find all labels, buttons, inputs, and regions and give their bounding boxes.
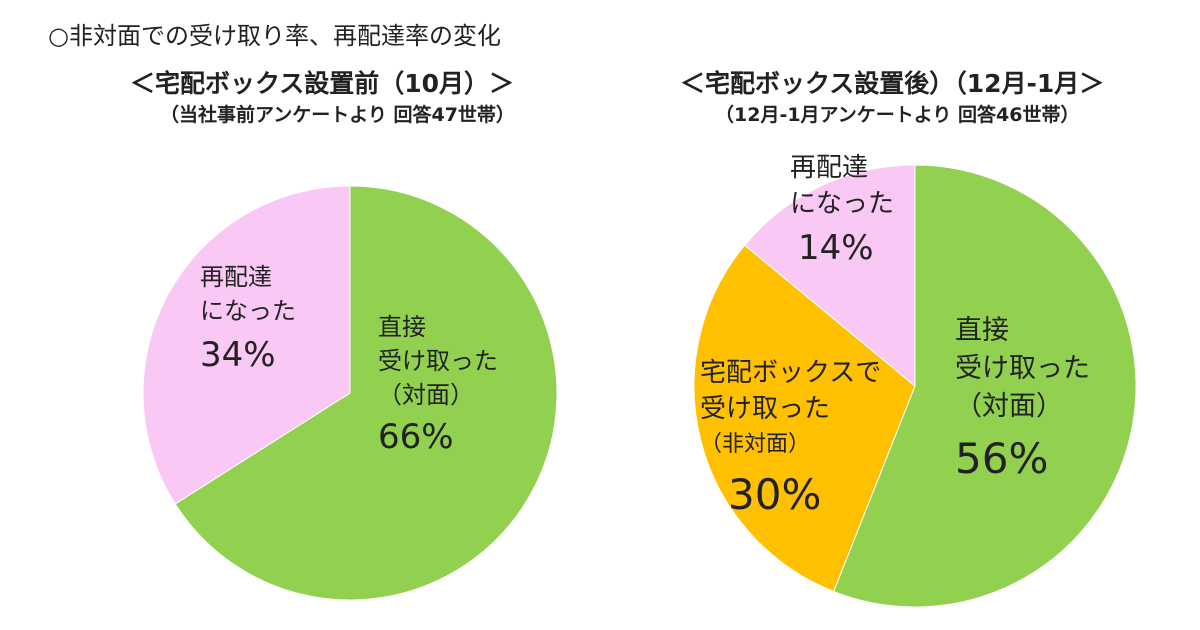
data-label: 66% xyxy=(378,417,454,457)
label-line: 受け取った xyxy=(955,353,1090,384)
pie-before-subtitle: （当社事前アンケートより 回答47世帯） xyxy=(160,104,515,126)
slice-label-redelivery-after: 再配達 になった 14% xyxy=(790,150,894,266)
pie-0-slice-1 xyxy=(142,185,351,505)
label-line: 受け取った xyxy=(700,394,831,424)
data-label: 14% xyxy=(798,228,874,268)
slice-label-direct-before: 直接 受け取った （対面） 66% xyxy=(378,310,498,454)
label-line: 直接 xyxy=(955,315,1009,346)
label-line: 宅配ボックスで xyxy=(700,358,882,388)
label-line: 直接 xyxy=(378,313,426,341)
slice-label-redelivery-before: 再配達 になった 34% xyxy=(200,260,296,372)
label-line: になった xyxy=(200,297,296,325)
pie-1-slice-1 xyxy=(693,244,916,593)
data-label: 34% xyxy=(200,335,276,375)
pie-0-slice-0 xyxy=(174,185,558,601)
label-line: 再配達 xyxy=(200,263,272,291)
label-line: （対面） xyxy=(378,381,474,409)
data-label: 56% xyxy=(955,434,1049,483)
slice-label-direct-after: 直接 受け取った （対面） 56% xyxy=(955,312,1090,483)
label-line: になった xyxy=(790,189,895,219)
label-line: （非対面） xyxy=(700,432,811,457)
pie-1-slice-2 xyxy=(744,164,916,388)
slice-label-box-after: 宅配ボックスで 受け取った （非対面） 30% xyxy=(700,355,882,519)
label-line: 受け取った xyxy=(378,347,498,375)
pie-after-title: ＜宅配ボックス設置後）（12月-1月＞ xyxy=(680,69,1105,98)
figure-heading: ○非対面での受け取り率、再配達率の変化 xyxy=(48,22,501,50)
label-line: （対面） xyxy=(955,391,1063,422)
label-line: 再配達 xyxy=(790,153,869,183)
pie-before-title: ＜宅配ボックス設置前（10月）＞ xyxy=(130,69,515,98)
data-label: 30% xyxy=(728,470,822,519)
pie-after-subtitle: （12月-1月アンケートより 回答46世帯） xyxy=(715,104,1080,126)
pie-1-slice-0 xyxy=(832,164,1137,608)
